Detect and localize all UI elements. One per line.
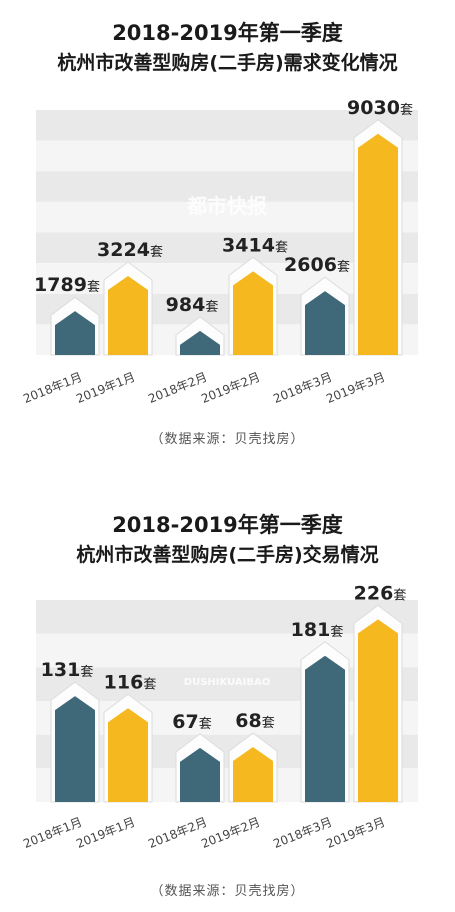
x-tick-label: 2019年3月 [324, 815, 387, 851]
bar [108, 276, 148, 355]
chart-title-line1: 2018-2019年第一季度 [112, 21, 343, 45]
transaction-bar-chart: DUSHIKUAIBAO 131套 2018年1月 116套 2019年1月 67套 201… [21, 582, 418, 851]
bar [180, 747, 220, 802]
x-tick-label: 2019年2月 [199, 815, 262, 851]
bar [358, 619, 398, 802]
x-tick-label: 2019年2月 [199, 370, 262, 406]
data-label: 68套 [235, 710, 274, 732]
chart-title: 2018-2019年第一季度 杭州市改善型购房(二手房)交易情况 [0, 510, 455, 570]
data-label: 2606套 [284, 254, 350, 276]
bar [233, 747, 273, 802]
bar [55, 696, 95, 802]
chart-title-line2: 杭州市改善型购房(二手房)需求变化情况 [57, 52, 398, 74]
demand-chart-panel: 2018-2019年第一季度 杭州市改善型购房(二手房)需求变化情况 都市快报 1… [0, 18, 455, 447]
x-tick-label: 2019年1月 [74, 370, 137, 406]
bar [305, 291, 345, 355]
chart-title-line2: 杭州市改善型购房(二手房)交易情况 [76, 544, 379, 566]
x-tick-label: 2019年1月 [74, 815, 137, 851]
watermark: 都市快报 [186, 194, 267, 218]
data-label: 181套 [291, 619, 344, 641]
x-tick-label: 2018年3月 [271, 370, 334, 406]
x-tick-label: 2018年1月 [21, 815, 84, 851]
data-label: 116套 [104, 671, 157, 693]
data-label: 1789套 [34, 274, 100, 296]
chart-title: 2018-2019年第一季度 杭州市改善型购房(二手房)需求变化情况 [0, 18, 455, 78]
data-label: 3224套 [97, 239, 163, 261]
demand-bar-chart: 都市快报 1789套 2018年1月 3224套 2019年1月 984套 2018年2月 3… [21, 97, 418, 406]
data-label: 3414套 [222, 234, 288, 256]
x-tick-label: 2019年3月 [324, 370, 387, 406]
x-tick-label: 2018年1月 [21, 370, 84, 406]
chart-title-line1: 2018-2019年第一季度 [112, 513, 343, 537]
transaction-chart-panel: 2018-2019年第一季度 杭州市改善型购房(二手房)交易情况 DUSHIKU… [0, 460, 455, 912]
bar [55, 311, 95, 355]
bar [305, 655, 345, 802]
data-label: 9030套 [347, 97, 413, 119]
data-label: 67套 [172, 711, 211, 733]
data-label: 226套 [354, 582, 407, 604]
x-tick-label: 2018年2月 [146, 815, 209, 851]
data-label: 131套 [41, 659, 94, 681]
x-tick-label: 2018年2月 [146, 370, 209, 406]
bar [358, 133, 398, 355]
data-label: 984套 [166, 294, 219, 316]
data-source-note: （数据来源：贝壳找房） [150, 884, 305, 899]
plot-background-stripe [36, 110, 418, 141]
x-tick-label: 2018年3月 [271, 815, 334, 851]
watermark: DUSHIKUAIBAO [184, 677, 270, 688]
bar [180, 330, 220, 355]
bar [108, 708, 148, 802]
data-source-note: （数据来源：贝壳找房） [150, 432, 305, 447]
bar [233, 271, 273, 355]
